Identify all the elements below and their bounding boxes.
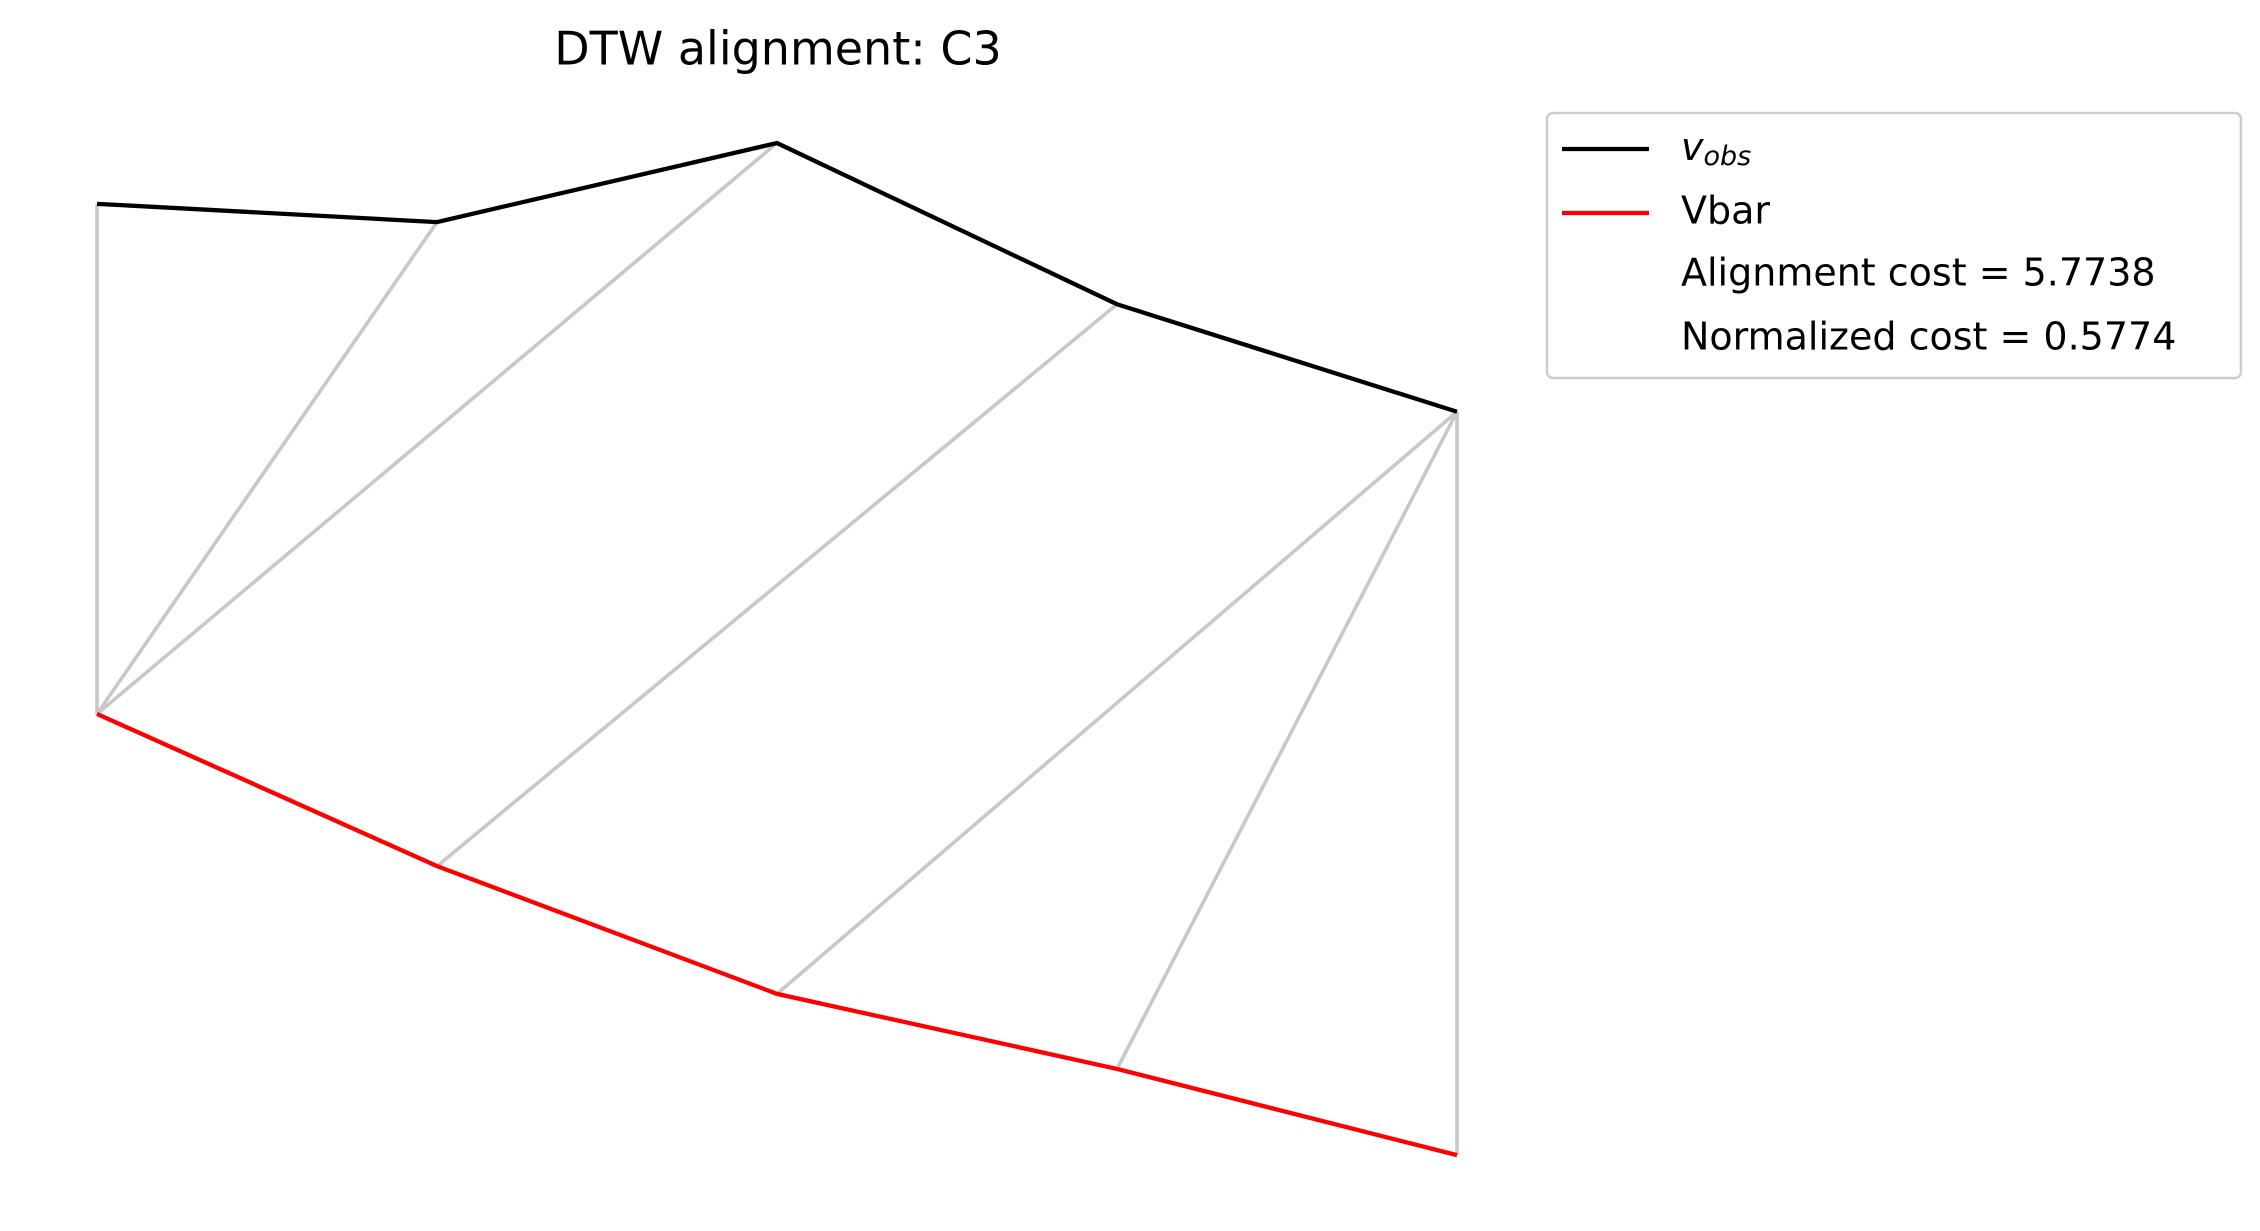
alignment-line: [95, 221, 439, 715]
legend-annotation: Alignment cost = 5.7738: [1681, 251, 2156, 295]
alignment-line: [1115, 410, 1459, 1070]
alignment-line: [95, 141, 779, 716]
chart-title: DTW alignment: C3: [554, 22, 1002, 76]
series-line: [96, 140, 1458, 414]
legend-annotation: Normalized cost = 0.5774: [1681, 315, 2176, 359]
alignment-line: [775, 410, 1459, 996]
legend-label: vobs: [1681, 125, 1751, 172]
legend-label: Vbar: [1681, 189, 1770, 233]
alignment-line: [435, 302, 1119, 868]
legend-box: [1545, 111, 2243, 380]
series-line: [96, 712, 1458, 1158]
